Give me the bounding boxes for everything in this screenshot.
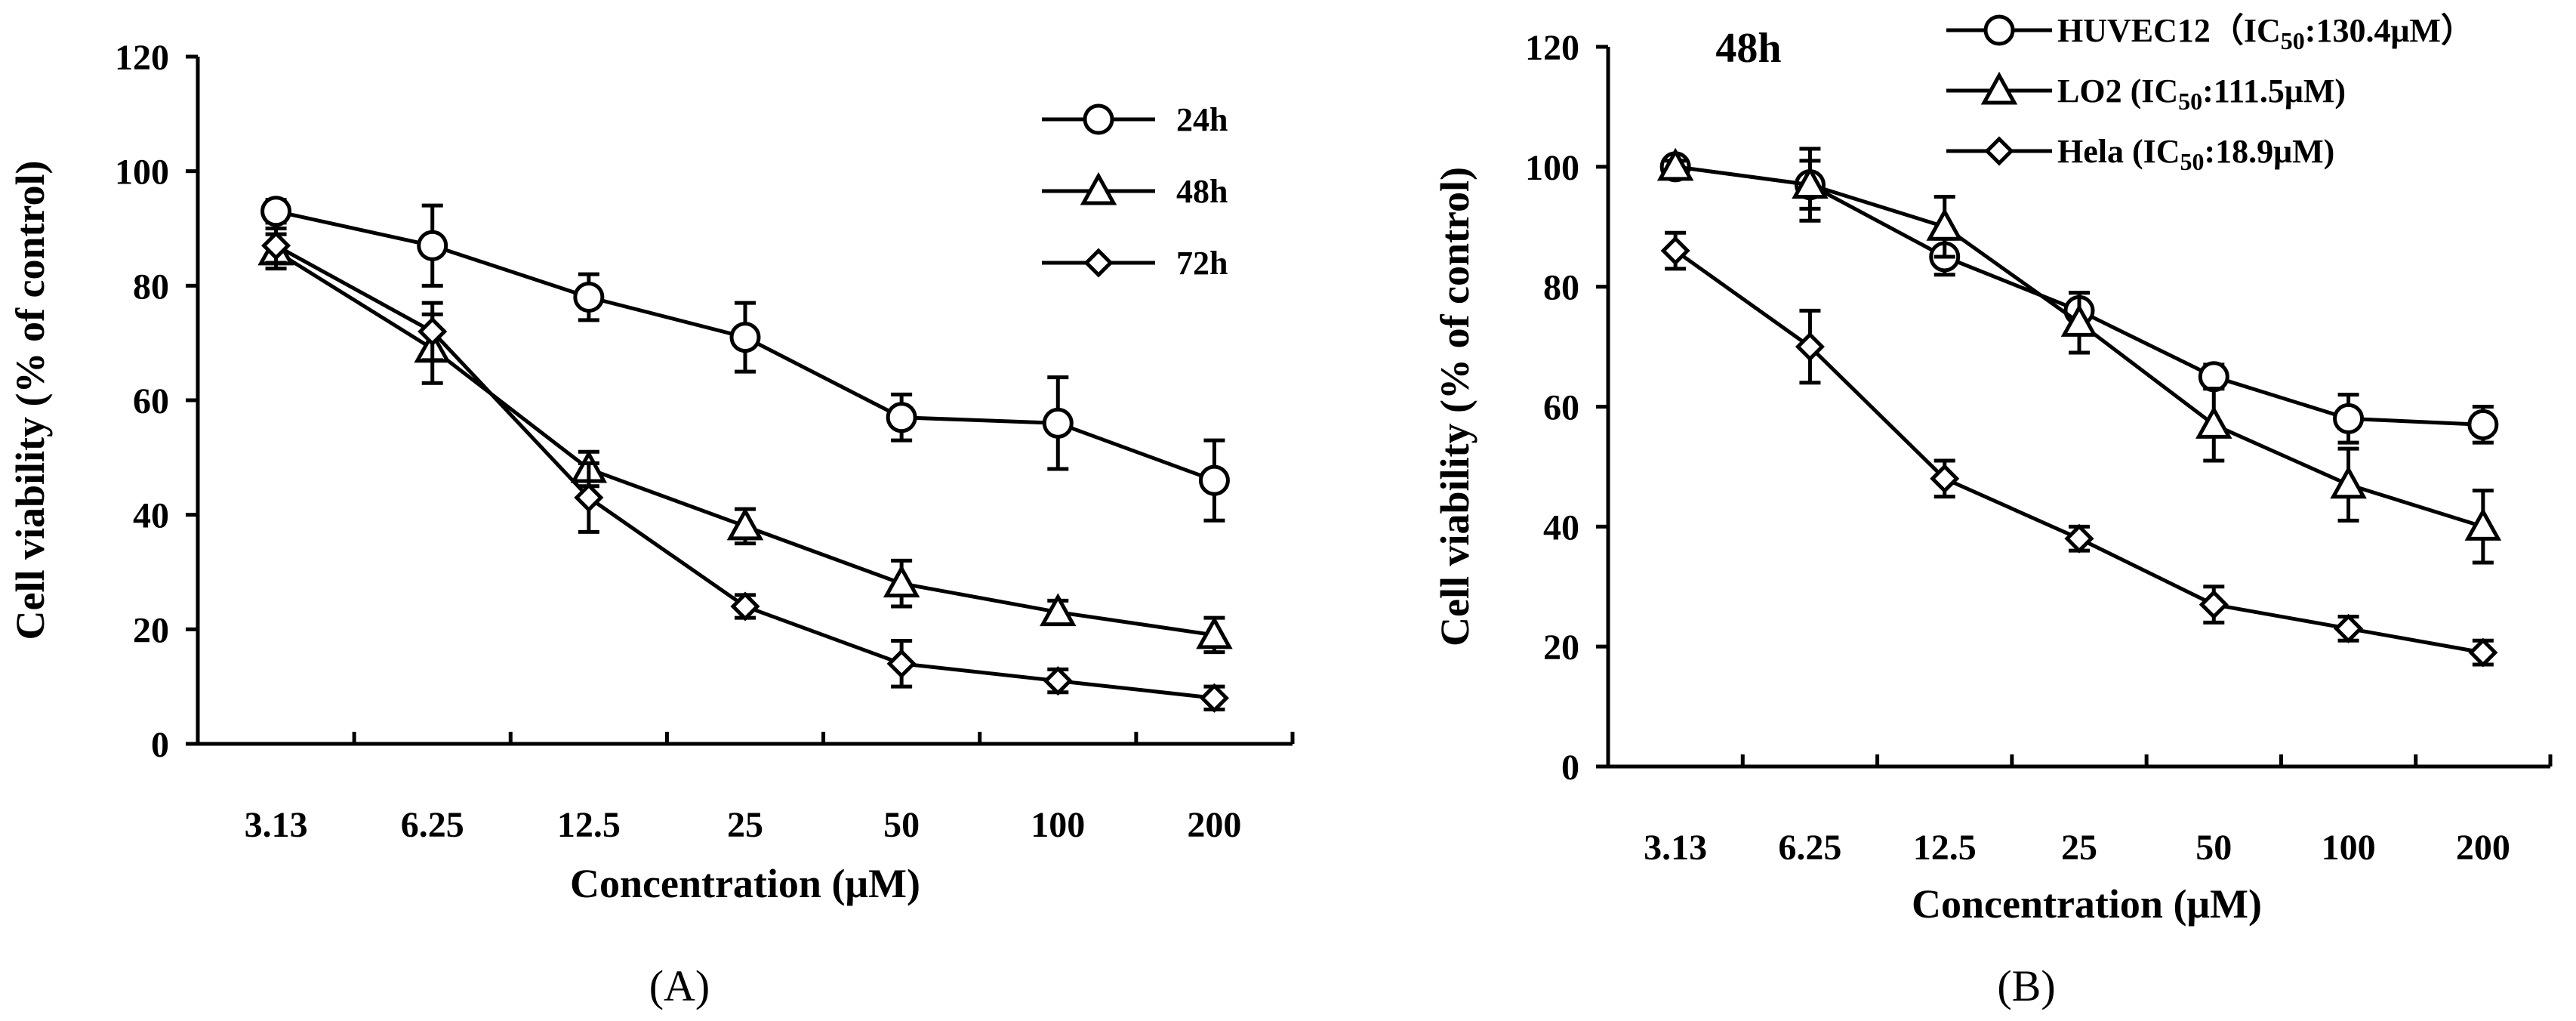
x-tick-label: 6.25 xyxy=(1778,828,1841,868)
legend-label: HUVEC12（IC50:130.4μM） xyxy=(2057,12,2474,54)
data-point xyxy=(1196,615,1233,649)
data-point xyxy=(2195,406,2232,439)
series-72h xyxy=(261,227,1229,713)
panel-label: (B) xyxy=(1997,961,2055,1010)
data-point xyxy=(1040,593,1077,627)
data-point xyxy=(418,316,448,347)
y-tick-label: 40 xyxy=(133,496,169,536)
y-tick-label: 60 xyxy=(1543,388,1579,428)
x-tick-label: 6.25 xyxy=(401,805,464,845)
x-tick-label: 12.5 xyxy=(1913,828,1977,868)
data-point xyxy=(886,649,917,679)
y-axis-title: Cell viability (% of control) xyxy=(1432,167,1478,646)
chart-panel-a: 0 20 40 60 80 100 120 3.13 6.25 12.5 25 50 100 200 Con… xyxy=(8,38,1295,1010)
series-hela xyxy=(1660,230,2498,668)
x-tick-label: 3.13 xyxy=(1644,828,1707,868)
data-point xyxy=(1792,165,1829,199)
data-point xyxy=(2467,409,2499,440)
y-tick-label: 80 xyxy=(1543,268,1579,308)
data-point xyxy=(2198,361,2229,393)
legend-label: LO2 (IC50:111.5μM) xyxy=(2057,72,2346,115)
data-point xyxy=(2060,304,2098,337)
data-point xyxy=(1199,683,1229,713)
data-point xyxy=(883,564,920,598)
data-point xyxy=(729,322,761,353)
data-point xyxy=(886,402,917,433)
legend-marker xyxy=(1083,103,1114,135)
legend-item: 24h xyxy=(1042,101,1228,138)
data-point xyxy=(573,282,605,313)
x-tick-label: 50 xyxy=(883,805,920,845)
x-tick-label: 200 xyxy=(2456,828,2510,868)
series-lo2 xyxy=(1656,147,2502,565)
legend-marker xyxy=(1080,171,1117,205)
x-tick-label: 200 xyxy=(1187,805,1241,845)
y-tick-label: 0 xyxy=(151,725,169,765)
data-point xyxy=(1795,332,1825,362)
y-tick-label: 0 xyxy=(1561,748,1579,788)
legend-marker xyxy=(1984,136,2014,166)
data-point xyxy=(260,196,292,227)
y-tick-label: 80 xyxy=(133,267,169,307)
y-tick-label: 40 xyxy=(1543,507,1579,548)
legend-label: 48h xyxy=(1176,173,1228,210)
legend-marker xyxy=(1983,14,2015,46)
legend-label: Hela (IC50:18.9μM) xyxy=(2057,133,2334,175)
y-tick-label: 20 xyxy=(1543,628,1579,668)
legend-item: 72h xyxy=(1042,245,1228,282)
data-point xyxy=(2464,507,2502,541)
x-axis-title: Concentration (μM) xyxy=(1912,881,2262,927)
y-tick-label: 60 xyxy=(133,381,169,421)
data-point xyxy=(261,230,291,261)
data-point xyxy=(730,591,760,622)
legend-marker xyxy=(1980,71,2018,105)
data-point xyxy=(2468,637,2498,668)
data-point xyxy=(2064,523,2094,554)
legend-marker xyxy=(1083,248,1114,278)
y-tick-label: 120 xyxy=(115,38,169,78)
x-axis-title: Concentration (μM) xyxy=(570,861,920,906)
y-tick-label: 120 xyxy=(1525,28,1579,68)
panel-label: (A) xyxy=(649,961,710,1010)
annotation-text: 48h xyxy=(1715,25,1781,72)
data-point xyxy=(2330,465,2367,499)
data-point xyxy=(1042,407,1074,439)
legend-item: HUVEC12（IC50:130.4μM） xyxy=(1946,12,2474,54)
data-point xyxy=(1656,147,1694,181)
x-tick-label: 25 xyxy=(2061,828,2097,868)
series-24h xyxy=(260,196,1230,523)
x-tick-label: 25 xyxy=(727,805,763,845)
data-point xyxy=(1043,666,1073,696)
chart-panel-b: 0 20 40 60 80 100 120 3.13 6.25 12.5 25 50 100 200 Con… xyxy=(1432,12,2553,1010)
y-tick-label: 100 xyxy=(1525,148,1579,188)
x-tick-label: 100 xyxy=(1031,805,1085,845)
data-point xyxy=(417,230,448,261)
y-tick-label: 20 xyxy=(133,610,169,650)
legend-item: Hela (IC50:18.9μM) xyxy=(1946,133,2334,175)
data-point xyxy=(1198,464,1230,496)
legend-label: 24h xyxy=(1176,101,1228,138)
data-point xyxy=(1660,236,1690,266)
data-point xyxy=(1930,464,1960,494)
y-tick-label: 100 xyxy=(115,153,169,193)
data-point xyxy=(574,483,604,513)
data-point xyxy=(2199,590,2229,620)
x-tick-label: 12.5 xyxy=(557,805,621,845)
y-axis-title: Cell viability (% of control) xyxy=(8,161,53,640)
data-point xyxy=(2334,613,2364,643)
x-tick-label: 3.13 xyxy=(245,805,308,845)
legend-item: 48h xyxy=(1042,171,1228,210)
legend-item: LO2 (IC50:111.5μM) xyxy=(1946,71,2346,115)
x-tick-label: 100 xyxy=(2322,828,2376,868)
data-point xyxy=(2333,403,2365,434)
legend-label: 72h xyxy=(1176,245,1228,282)
series-48h xyxy=(257,232,1233,655)
x-tick-label: 50 xyxy=(2195,828,2232,868)
data-point xyxy=(726,507,764,541)
data-point xyxy=(1926,208,1963,241)
